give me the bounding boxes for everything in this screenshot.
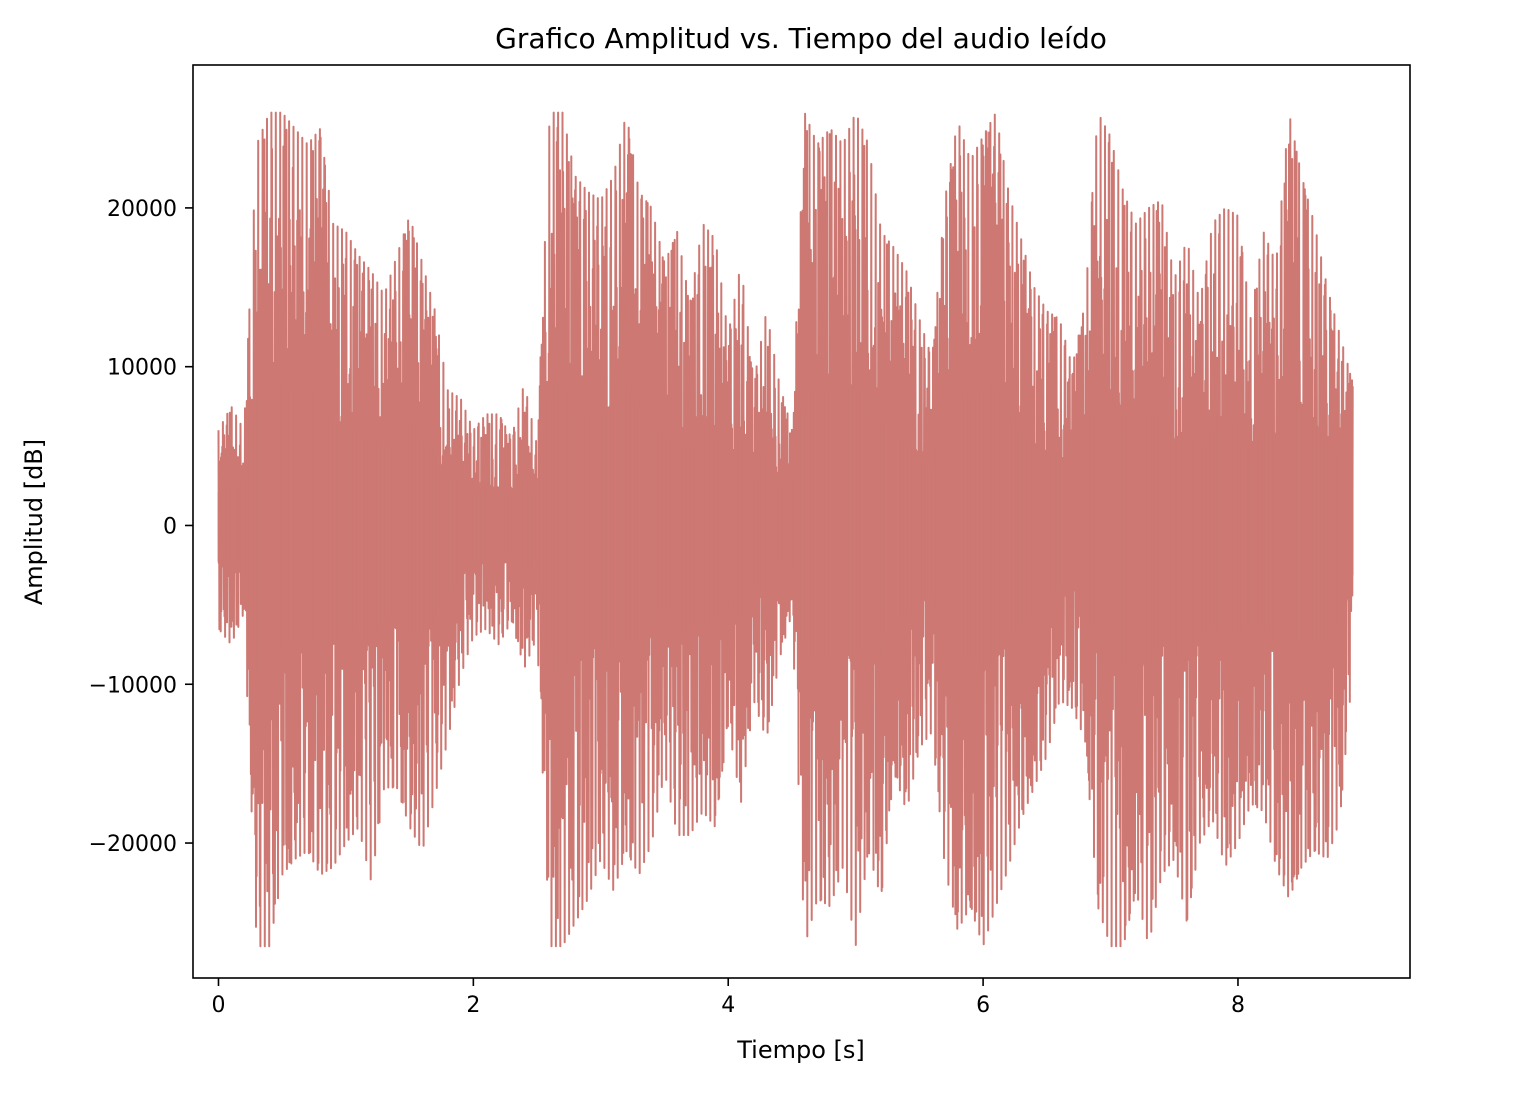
y-axis-label: Amplitud [dB]	[20, 439, 48, 605]
y-tick-label: 10000	[107, 356, 177, 381]
chart-title: Grafico Amplitud vs. Tiempo del audio le…	[495, 22, 1107, 55]
x-axis: 0 2 4 6 8	[211, 978, 1245, 1018]
x-tick-label: 8	[1231, 993, 1245, 1018]
y-tick-label: 20000	[107, 197, 177, 222]
waveform-line	[217, 111, 1354, 948]
y-tick-label: 0	[163, 514, 177, 539]
waveform-series	[217, 111, 1354, 948]
plot-frame	[192, 64, 1411, 979]
y-axis: −20000 −10000 0 10000 20000	[89, 197, 193, 857]
x-axis-label: Tiempo [s]	[736, 1036, 865, 1064]
y-tick-label: −20000	[89, 832, 177, 857]
x-tick-label: 2	[466, 993, 480, 1018]
x-tick-label: 4	[721, 993, 735, 1018]
y-tick-label: −10000	[89, 673, 177, 698]
x-tick-label: 6	[976, 993, 990, 1018]
plot-area	[192, 64, 1411, 979]
x-tick-label: 0	[211, 993, 225, 1018]
